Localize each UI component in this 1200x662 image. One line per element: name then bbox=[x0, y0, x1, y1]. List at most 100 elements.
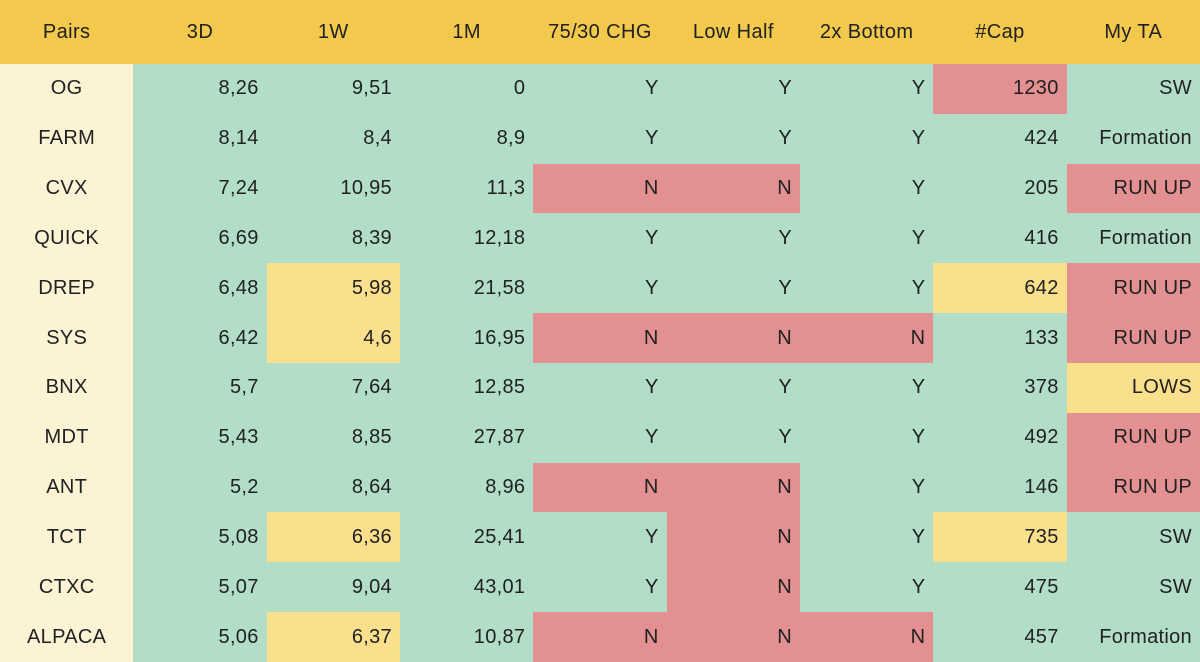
table-cell: Y bbox=[799, 263, 934, 314]
column-header: Low Half bbox=[692, 20, 774, 43]
table-cell: 8,4 bbox=[266, 113, 400, 164]
pair-cell: MDT bbox=[0, 412, 134, 463]
table-cell: 492 bbox=[933, 412, 1067, 463]
table-cell: N bbox=[533, 163, 667, 214]
table-cell: 16,95 bbox=[399, 313, 534, 363]
table-cell: 4,6 bbox=[266, 313, 400, 363]
table-cell: 6,37 bbox=[266, 612, 400, 662]
table-cell: Formation bbox=[1066, 113, 1200, 164]
table-cell: RUN UP bbox=[1066, 412, 1200, 463]
pair-cell: CTXC bbox=[0, 562, 134, 613]
pair-cell: QUICK bbox=[0, 213, 134, 264]
table-cell: 7,24 bbox=[133, 163, 267, 214]
table-cell: 8,85 bbox=[266, 412, 400, 463]
table-cell: 6,48 bbox=[133, 263, 267, 314]
table-cell: RUN UP bbox=[1066, 462, 1200, 513]
table-cell: 6,36 bbox=[266, 512, 400, 563]
table-cell: 205 bbox=[933, 163, 1067, 214]
table-cell: SW bbox=[1066, 64, 1200, 114]
table-cell: RUN UP bbox=[1066, 313, 1200, 363]
table-cell: 133 bbox=[933, 313, 1067, 363]
table-cell: 8,64 bbox=[266, 462, 400, 513]
pair-cell: ALPACA bbox=[0, 612, 134, 662]
table-cell: 5,98 bbox=[266, 263, 400, 314]
column-header: 75/30 CHG bbox=[548, 20, 652, 43]
table-cell: Y bbox=[533, 412, 667, 463]
column-header: Pairs bbox=[42, 20, 91, 43]
table-cell: 5,7 bbox=[133, 362, 267, 413]
table-cell: 43,01 bbox=[399, 562, 534, 613]
table-cell: Formation bbox=[1066, 213, 1200, 264]
table-cell: N bbox=[533, 612, 667, 662]
table-cell: 8,39 bbox=[266, 213, 400, 264]
column-header: 1M bbox=[452, 20, 481, 43]
table-cell: Y bbox=[666, 213, 800, 264]
table-cell: SW bbox=[1066, 512, 1200, 563]
table-cell: 378 bbox=[933, 362, 1067, 413]
table-cell: 6,69 bbox=[133, 213, 267, 264]
table-cell: N bbox=[533, 313, 667, 363]
table-cell: Formation bbox=[1066, 612, 1200, 662]
table-cell: Y bbox=[533, 562, 667, 613]
table-cell: 6,42 bbox=[133, 313, 267, 363]
table-cell: 8,9 bbox=[399, 113, 534, 164]
table-cell: N bbox=[666, 163, 800, 214]
table-cell: 25,41 bbox=[399, 512, 534, 563]
pair-cell: OG bbox=[0, 64, 134, 114]
table-cell: Y bbox=[799, 213, 934, 264]
table-cell: N bbox=[666, 562, 800, 613]
table-cell: Y bbox=[666, 64, 800, 114]
table-cell: RUN UP bbox=[1066, 263, 1200, 314]
table-cell: Y bbox=[533, 64, 667, 114]
table-body: OG 8,26 9,51 0 Y Y Y 1230 SW FARM 8,14 8,4 8,9 Y Y Y 424… bbox=[0, 64, 1200, 662]
table-cell: Y bbox=[533, 362, 667, 413]
table-cell: 457 bbox=[933, 612, 1067, 662]
table-cell: 10,87 bbox=[399, 612, 534, 662]
column-header: 3D bbox=[186, 20, 214, 43]
table-cell: Y bbox=[533, 213, 667, 264]
table-cell: Y bbox=[799, 512, 934, 563]
table-cell: 11,3 bbox=[399, 163, 534, 214]
table-cell: 5,43 bbox=[133, 412, 267, 463]
pair-cell: ANT bbox=[0, 462, 134, 513]
table-cell: RUN UP bbox=[1066, 163, 1200, 214]
table-cell: Y bbox=[666, 362, 800, 413]
table-cell: Y bbox=[533, 113, 667, 164]
table-cell: SW bbox=[1066, 562, 1200, 613]
table-cell: LOWS bbox=[1066, 362, 1200, 413]
header-row: Pairs 3D 1W 1M 75/30 CHG Low Half 2x Bottom #Ca… bbox=[0, 0, 1200, 64]
table-cell: 8,14 bbox=[133, 113, 267, 164]
table-cell: 5,08 bbox=[133, 512, 267, 563]
table-cell: 1230 bbox=[933, 64, 1067, 114]
table-cell: N bbox=[666, 313, 800, 363]
table-cell: Y bbox=[799, 163, 934, 214]
pair-cell: DREP bbox=[0, 263, 134, 314]
column-header: My TA bbox=[1104, 20, 1163, 43]
table-cell: N bbox=[666, 512, 800, 563]
pair-cell: SYS bbox=[0, 313, 134, 363]
table-cell: N bbox=[666, 612, 800, 662]
table-cell: 7,64 bbox=[266, 362, 400, 413]
table-cell: 5,06 bbox=[133, 612, 267, 662]
table-cell: 8,26 bbox=[133, 64, 267, 114]
table-cell: Y bbox=[799, 562, 934, 613]
table-cell: N bbox=[799, 313, 934, 363]
table-cell: 735 bbox=[933, 512, 1067, 563]
table-cell: 146 bbox=[933, 462, 1067, 513]
pair-cell: FARM bbox=[0, 113, 134, 164]
table-cell: Y bbox=[799, 362, 934, 413]
column-header: 1W bbox=[317, 20, 349, 43]
table-cell: Y bbox=[799, 462, 934, 513]
table-cell: 5,2 bbox=[133, 462, 267, 513]
table-cell: 5,07 bbox=[133, 562, 267, 613]
table-cell: N bbox=[533, 462, 667, 513]
table-cell: 475 bbox=[933, 562, 1067, 613]
table-cell: Y bbox=[533, 263, 667, 314]
table-cell: Y bbox=[666, 113, 800, 164]
table-cell: 21,58 bbox=[399, 263, 534, 314]
pair-cell: TCT bbox=[0, 512, 134, 563]
table-cell: 9,04 bbox=[266, 562, 400, 613]
table-cell: 8,96 bbox=[399, 462, 534, 513]
column-header: #Cap bbox=[975, 20, 1025, 43]
